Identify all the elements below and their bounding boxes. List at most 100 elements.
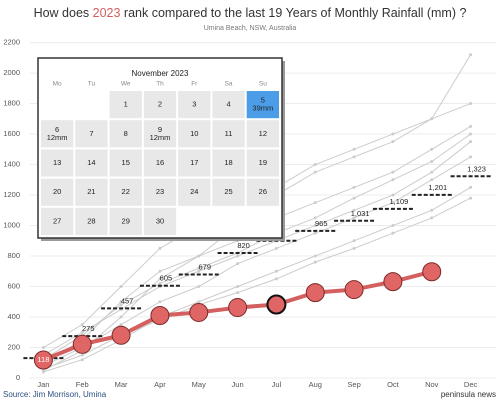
background-point xyxy=(313,201,317,205)
calendar-day: 24 xyxy=(190,187,198,196)
average-label: 1,323 xyxy=(467,164,486,173)
background-point xyxy=(313,224,317,228)
y-tick-label: 1000 xyxy=(3,221,20,230)
calendar-cell xyxy=(211,119,246,149)
source: Source: Jim Morrison, Umina xyxy=(3,390,107,399)
series-point xyxy=(33,350,53,370)
background-point xyxy=(469,140,473,144)
calendar-day: 6 xyxy=(55,125,59,134)
background-point xyxy=(197,254,201,258)
calendar-cell xyxy=(74,206,109,237)
calendar-day: 28 xyxy=(87,216,95,225)
background-point xyxy=(236,291,240,295)
background-point xyxy=(197,266,201,270)
background-point xyxy=(352,147,356,151)
x-tick-label: Apr xyxy=(154,380,166,389)
calendar-cell xyxy=(245,119,280,149)
background-point xyxy=(236,285,240,289)
average-label: 275 xyxy=(82,324,95,333)
y-tick-label: 1600 xyxy=(3,129,20,138)
calendar-cell xyxy=(142,177,178,207)
calendar-day: 26 xyxy=(259,187,267,196)
x-tick-label: Jun xyxy=(232,380,244,389)
average-label: 457 xyxy=(121,296,134,305)
calendar-day: 29 xyxy=(122,216,130,225)
background-point xyxy=(352,155,356,159)
background-point xyxy=(430,117,434,121)
background-point xyxy=(158,246,162,250)
average-label: 965 xyxy=(315,219,328,228)
calendar-day: 12 xyxy=(259,129,267,138)
x-tick-label: Feb xyxy=(76,380,89,389)
average-label: 679 xyxy=(198,262,211,271)
background-point xyxy=(313,163,317,167)
calendar-note: 12mm xyxy=(47,133,68,142)
background-point xyxy=(391,231,395,235)
calendar-cell xyxy=(74,90,109,120)
background-point xyxy=(313,231,317,235)
average-label: 1,031 xyxy=(351,209,370,218)
average-label: 820 xyxy=(237,241,250,250)
calendar-cell xyxy=(211,90,246,120)
background-point xyxy=(430,170,434,174)
series-point xyxy=(111,325,131,345)
background-point xyxy=(391,140,395,144)
calendar-cell xyxy=(40,119,75,149)
calendar-cell xyxy=(142,206,178,237)
background-point xyxy=(430,216,434,220)
title-part: rank compared to the last 19 Years of Mo… xyxy=(120,6,466,20)
y-tick-label: 800 xyxy=(7,251,20,260)
background-point xyxy=(274,277,278,281)
calendar-day: 30 xyxy=(156,216,164,225)
background-point xyxy=(391,224,395,228)
average-label: 1,109 xyxy=(390,197,409,206)
y-tick-label: 200 xyxy=(7,342,20,351)
background-line xyxy=(43,186,471,373)
calendar-cell xyxy=(40,177,75,207)
title-part: How does xyxy=(34,6,93,20)
calendar-day: 3 xyxy=(192,100,196,109)
background-point xyxy=(158,281,162,285)
calendar-day: 10 xyxy=(190,129,198,138)
background-point xyxy=(119,315,123,319)
calendar-day: 9 xyxy=(158,125,162,134)
background-point xyxy=(391,170,395,174)
weekday: Fr xyxy=(191,81,198,88)
background-point xyxy=(197,269,201,273)
calendar-day: 8 xyxy=(124,129,128,138)
calendar-cell xyxy=(211,206,246,237)
calendar-day: 2 xyxy=(158,100,162,109)
calendar-cell xyxy=(211,148,246,178)
weekday: Su xyxy=(259,81,267,88)
calendar-cell xyxy=(108,177,143,207)
subtitle: Umina Beach, NSW, Australia xyxy=(204,25,297,32)
series-point xyxy=(422,262,442,282)
weekday: We xyxy=(121,81,131,88)
x-tick-label: Nov xyxy=(425,380,439,389)
background-point xyxy=(469,196,473,200)
chart-title: How does 2023 rank compared to the last … xyxy=(34,6,467,20)
background-point xyxy=(469,53,473,57)
background-point xyxy=(391,132,395,136)
background-point xyxy=(119,300,123,304)
calendar-cell xyxy=(177,177,212,207)
y-tick-label: 2200 xyxy=(3,38,20,47)
background-point xyxy=(391,178,395,182)
calendar-cell xyxy=(40,206,75,237)
background-point xyxy=(80,353,84,357)
calendar-title: November 2023 xyxy=(132,69,189,78)
calendar-day: 4 xyxy=(226,100,230,109)
calendar-day: 11 xyxy=(225,129,233,138)
background-point xyxy=(119,323,123,327)
calendar-cell xyxy=(74,148,109,178)
series-point xyxy=(266,294,287,315)
background-point xyxy=(352,216,356,220)
average-label: 1,201 xyxy=(428,183,447,192)
background-point xyxy=(430,178,434,182)
background-point xyxy=(430,159,434,163)
calendar-day: 5 xyxy=(261,96,265,105)
background-point xyxy=(80,358,84,362)
series-point xyxy=(72,334,92,354)
background-point xyxy=(197,300,201,304)
